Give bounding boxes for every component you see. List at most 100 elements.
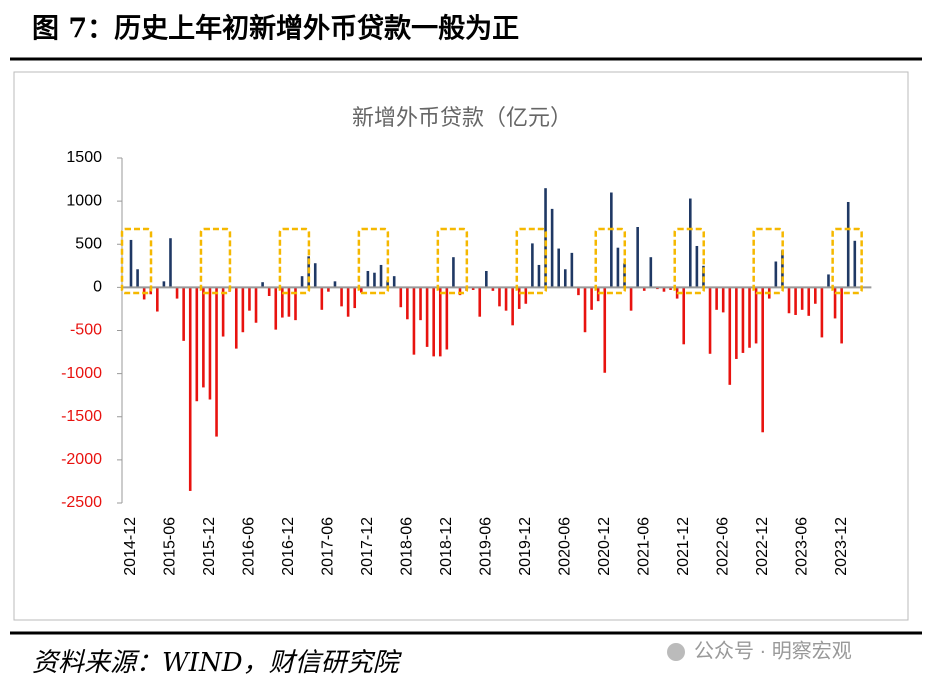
bar	[682, 287, 686, 345]
x-tick-label: 2022-06	[714, 517, 731, 576]
bar	[340, 287, 343, 307]
bar	[787, 287, 791, 314]
bar	[794, 287, 797, 315]
y-tick-label: 1000	[66, 192, 102, 209]
chart-frame	[13, 71, 909, 621]
watermark-icon	[667, 643, 685, 661]
chart-title: 新增外币贷款（亿元）	[352, 105, 572, 130]
bar	[504, 287, 508, 311]
bar	[241, 287, 245, 333]
bar	[373, 272, 376, 288]
bar	[346, 287, 350, 317]
x-tick-label: 2020-06	[556, 517, 573, 576]
bar	[188, 287, 192, 491]
bar	[846, 201, 850, 288]
bar	[708, 287, 712, 354]
bar	[182, 287, 185, 341]
x-tick-label: 2023-06	[793, 517, 810, 576]
bar	[610, 192, 613, 288]
bar	[583, 287, 587, 333]
y-tick-label: -1000	[61, 365, 102, 382]
bar	[471, 287, 475, 290]
bar	[485, 270, 488, 288]
bar	[406, 287, 409, 320]
bar	[642, 287, 646, 291]
bar	[386, 280, 389, 288]
bar	[300, 276, 304, 288]
bar	[524, 287, 528, 304]
bar	[748, 287, 751, 348]
bar	[537, 264, 541, 288]
bar	[458, 287, 462, 296]
bar	[248, 287, 251, 311]
bar	[281, 287, 284, 318]
bar	[162, 281, 166, 288]
bar	[840, 287, 843, 344]
bar	[517, 287, 521, 309]
bar	[294, 287, 297, 321]
x-tick-label: 2018-12	[438, 517, 455, 576]
y-tick-label: 1500	[66, 149, 102, 166]
x-tick-label: 2021-06	[635, 517, 652, 576]
bar	[689, 198, 692, 288]
bar	[412, 287, 416, 355]
highlight-box	[594, 227, 627, 295]
bar	[833, 287, 837, 319]
highlight-box	[515, 227, 548, 295]
bar	[438, 287, 442, 357]
bar	[636, 227, 639, 288]
bar	[156, 287, 159, 312]
highlight-box	[120, 227, 153, 295]
bar	[333, 281, 337, 288]
bar	[353, 287, 357, 309]
bar	[544, 188, 547, 288]
x-tick-label: 2021-12	[675, 517, 692, 576]
y-tick-label: -2000	[61, 451, 102, 468]
bar	[452, 257, 455, 288]
bar	[498, 287, 501, 307]
bar	[221, 287, 225, 337]
x-tick-label: 2015-06	[162, 517, 179, 576]
bar	[511, 287, 514, 326]
bar	[136, 269, 139, 288]
bar	[754, 287, 758, 344]
bar	[774, 261, 778, 288]
bar	[175, 287, 179, 299]
highlight-box	[673, 227, 705, 295]
bar	[563, 269, 567, 288]
bar	[807, 287, 811, 316]
bar	[195, 287, 199, 402]
x-tick-label: 2014-12	[122, 517, 139, 576]
bar	[234, 287, 238, 349]
bar	[695, 245, 699, 288]
y-tick-label: -500	[70, 322, 102, 339]
x-tick-label: 2019-12	[517, 517, 534, 576]
bar	[202, 287, 205, 388]
highlight-box	[357, 227, 390, 295]
bar	[800, 287, 804, 310]
x-tick-label: 2023-12	[833, 517, 850, 576]
bar	[603, 287, 607, 373]
bar	[557, 248, 560, 288]
x-tick-label: 2016-12	[280, 517, 297, 576]
x-tick-label: 2020-12	[596, 517, 613, 576]
bar	[570, 252, 574, 288]
bar	[129, 239, 133, 288]
bar	[741, 287, 745, 353]
bar	[820, 287, 824, 338]
bar	[267, 287, 271, 296]
bar	[445, 287, 449, 350]
bar	[169, 238, 172, 288]
bar	[853, 240, 857, 288]
x-tick-label: 2018-06	[399, 517, 416, 576]
bar	[669, 287, 672, 290]
source-note: 资料来源：WIND，财信研究院	[32, 648, 403, 678]
bar	[662, 287, 666, 292]
bar	[432, 287, 435, 357]
bar	[313, 263, 317, 288]
x-tick-label: 2017-12	[359, 517, 376, 576]
x-tick-label: 2015-12	[201, 517, 218, 576]
highlight-box	[199, 227, 232, 295]
